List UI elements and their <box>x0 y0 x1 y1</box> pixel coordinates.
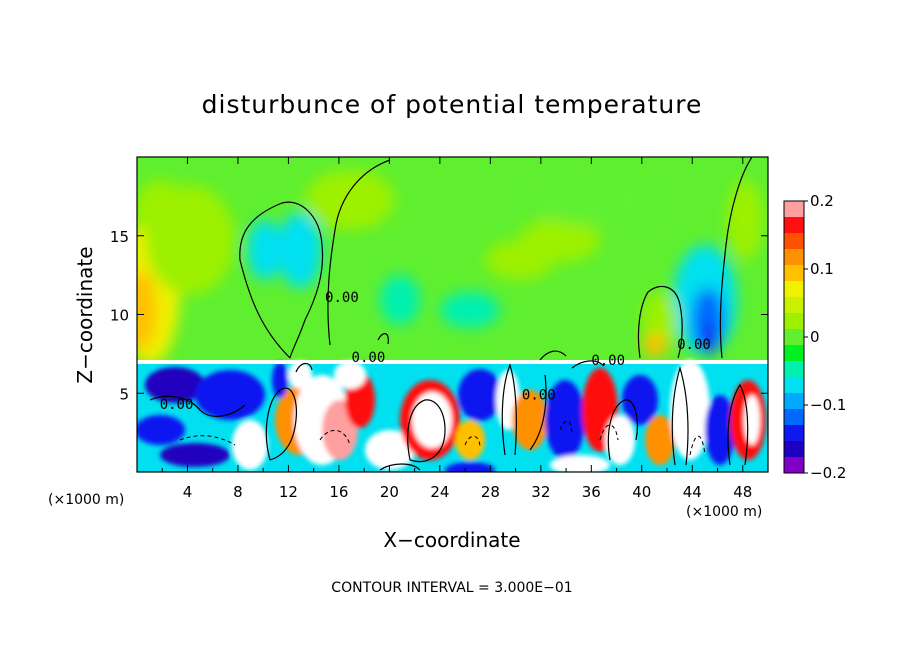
x-tick-label: 32 <box>531 483 550 501</box>
colorbar-swatch <box>784 265 804 282</box>
colorbar-swatch <box>784 393 804 410</box>
colorbar-swatch <box>784 457 804 474</box>
upper-field <box>137 170 763 365</box>
y-tick-label: 15 <box>110 228 129 246</box>
colorbar-swatch <box>784 329 804 346</box>
colorbar-swatch <box>784 281 804 298</box>
x-tick-label: 8 <box>233 483 243 501</box>
colorbar: 0.2 0.1 0 −0.1 −0.2 <box>783 192 846 482</box>
contour-label: 0.00 <box>325 290 359 306</box>
colorbar-swatch <box>784 361 804 378</box>
x-axis: 4 8 12 16 20 24 28 32 36 40 44 48 <box>161 157 752 501</box>
lower-layer <box>137 360 768 472</box>
x-tick-label: 20 <box>380 483 399 501</box>
x-tick-label: 12 <box>279 483 298 501</box>
colorbar-swatch <box>784 425 804 442</box>
colorbar-tick-label: 0.2 <box>810 192 834 210</box>
plot-area: 0.00 0.00 0.00 0.00 0.00 0.00 <box>137 157 768 472</box>
colorbar-swatch <box>784 313 804 330</box>
y-axis: 5 10 15 <box>110 228 768 403</box>
y-axis-label: Z−coordinate <box>73 246 97 383</box>
dashed-contours <box>179 420 706 456</box>
x-tick-label: 28 <box>481 483 500 501</box>
x-tick-label: 16 <box>329 483 348 501</box>
colorbar-tick-label: −0.2 <box>810 464 846 482</box>
colorbar-swatch <box>784 217 804 234</box>
colorbar-tick-label: −0.1 <box>810 396 846 414</box>
x-axis-label: X−coordinate <box>383 528 520 552</box>
x-tick-label: 48 <box>733 483 752 501</box>
contour-label: 0.00 <box>677 337 711 353</box>
colorbar-swatch <box>784 233 804 250</box>
contour-label: 0.00 <box>160 397 194 413</box>
x-tick-label: 36 <box>582 483 601 501</box>
contour-lines <box>149 157 753 471</box>
colorbar-swatch <box>784 441 804 458</box>
z-unit-label: (×1000 m) <box>48 492 124 508</box>
colorbar-swatch <box>784 249 804 266</box>
x-tick-label: 40 <box>632 483 651 501</box>
y-tick-label: 5 <box>119 385 129 403</box>
y-tick-label: 10 <box>110 307 129 325</box>
colorbar-swatch <box>784 377 804 394</box>
chart-title: disturbunce of potential temperature <box>202 90 703 119</box>
colorbar-tick-label: 0 <box>810 328 820 346</box>
colorbar-swatch <box>784 409 804 426</box>
colorbar-swatch <box>784 297 804 314</box>
x-tick-label: 4 <box>183 483 193 501</box>
colorbar-swatch <box>784 345 804 362</box>
colorbar-swatch <box>784 201 804 218</box>
x-unit-label: (×1000 m) <box>686 504 762 520</box>
x-tick-label: 44 <box>683 483 702 501</box>
contour-label: 0.00 <box>591 353 625 369</box>
contour-label: 0.00 <box>352 350 386 366</box>
x-tick-label: 24 <box>430 483 449 501</box>
colorbar-tick-label: 0.1 <box>810 260 834 278</box>
contour-label: 0.00 <box>522 388 556 404</box>
contour-labels: 0.00 0.00 0.00 0.00 0.00 0.00 <box>160 290 711 413</box>
contour-interval-note: CONTOUR INTERVAL = 3.000E−01 <box>331 580 572 596</box>
